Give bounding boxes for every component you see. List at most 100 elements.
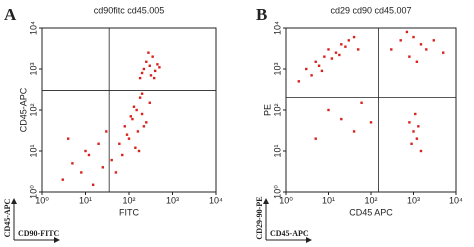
point xyxy=(323,55,326,58)
point xyxy=(317,64,321,67)
point xyxy=(399,39,402,42)
point xyxy=(334,51,338,54)
point xyxy=(419,43,423,46)
y-tick-label: 10⁰ xyxy=(28,185,38,199)
point xyxy=(415,60,419,63)
point xyxy=(442,51,445,54)
x-tick-label: 10³ xyxy=(166,195,179,205)
x-tick-label: 10¹ xyxy=(322,195,335,205)
point xyxy=(140,92,144,95)
corner-x-label: CD45-APC xyxy=(270,229,309,238)
x-tick-label: 10³ xyxy=(407,195,420,205)
x-tick-label: 10⁰ xyxy=(279,195,293,205)
arrow-head xyxy=(306,237,312,243)
arrow-head xyxy=(263,198,269,204)
point xyxy=(432,39,435,42)
point xyxy=(136,130,140,133)
panel-label: B xyxy=(256,5,267,24)
point xyxy=(147,51,150,54)
point xyxy=(140,71,144,75)
point xyxy=(415,137,419,140)
plot-frame xyxy=(285,27,457,193)
point xyxy=(347,39,350,42)
point xyxy=(156,63,159,66)
point xyxy=(87,153,91,157)
x-axis-label: FITC xyxy=(119,207,139,217)
point xyxy=(297,80,300,83)
point xyxy=(344,45,347,48)
point xyxy=(310,74,313,77)
point xyxy=(125,133,129,136)
point xyxy=(338,53,341,57)
corner-y-label: CD45-APC xyxy=(3,198,12,237)
x-tick-label: 10⁴ xyxy=(209,195,223,205)
point xyxy=(71,162,74,165)
point xyxy=(145,121,148,124)
point xyxy=(340,43,343,46)
point xyxy=(158,66,161,69)
point xyxy=(369,121,373,124)
point xyxy=(127,137,131,140)
point xyxy=(360,101,363,104)
point xyxy=(138,96,142,99)
y-tick-label: 10⁴ xyxy=(272,21,282,35)
x-tick-label: 10⁰ xyxy=(35,195,49,205)
point xyxy=(123,125,126,128)
point xyxy=(148,64,151,67)
point xyxy=(314,137,317,140)
corner-y-label: CD29-90-PE xyxy=(255,196,264,239)
point xyxy=(61,178,64,181)
point xyxy=(134,146,137,149)
point xyxy=(114,171,118,174)
point xyxy=(320,69,324,73)
x-axis-label: CD45 APC xyxy=(349,207,393,217)
point xyxy=(118,142,121,145)
point xyxy=(137,149,141,153)
x-tick-label: 10² xyxy=(364,195,377,205)
y-axis-label: CD45-APC xyxy=(18,87,28,132)
panel-label: A xyxy=(4,5,17,24)
point xyxy=(330,57,334,60)
point xyxy=(153,69,157,73)
point xyxy=(340,117,343,121)
point xyxy=(327,108,330,112)
point xyxy=(151,55,154,58)
point xyxy=(101,166,105,169)
point xyxy=(419,149,423,153)
point xyxy=(305,67,308,71)
point xyxy=(105,130,108,133)
point xyxy=(425,48,428,51)
point xyxy=(417,125,420,128)
point xyxy=(149,74,153,77)
point xyxy=(405,30,409,34)
x-tick-label: 10⁴ xyxy=(449,195,463,205)
x-tick-label: 10¹ xyxy=(79,195,92,205)
y-tick-label: 10¹ xyxy=(272,144,282,157)
point xyxy=(135,108,138,112)
corner-x-label: CD90-FITC xyxy=(18,229,60,238)
point xyxy=(121,153,124,157)
point xyxy=(97,142,100,145)
point xyxy=(408,55,411,58)
x-tick-label: 10² xyxy=(122,195,135,205)
y-tick-label: 10⁰ xyxy=(272,185,282,199)
point xyxy=(352,35,356,39)
point xyxy=(84,149,87,153)
arrow-head xyxy=(11,198,17,204)
point xyxy=(148,101,151,104)
y-tick-label: 10³ xyxy=(272,62,282,75)
point xyxy=(408,121,411,124)
point xyxy=(138,76,142,80)
point xyxy=(80,171,83,174)
point xyxy=(390,48,393,51)
point xyxy=(66,137,70,140)
point xyxy=(142,125,146,128)
point xyxy=(327,48,330,51)
point xyxy=(91,183,95,186)
y-tick-label: 10¹ xyxy=(28,144,38,157)
point xyxy=(140,112,144,116)
point xyxy=(129,115,133,118)
point xyxy=(145,60,148,63)
y-tick-label: 10² xyxy=(272,103,282,116)
